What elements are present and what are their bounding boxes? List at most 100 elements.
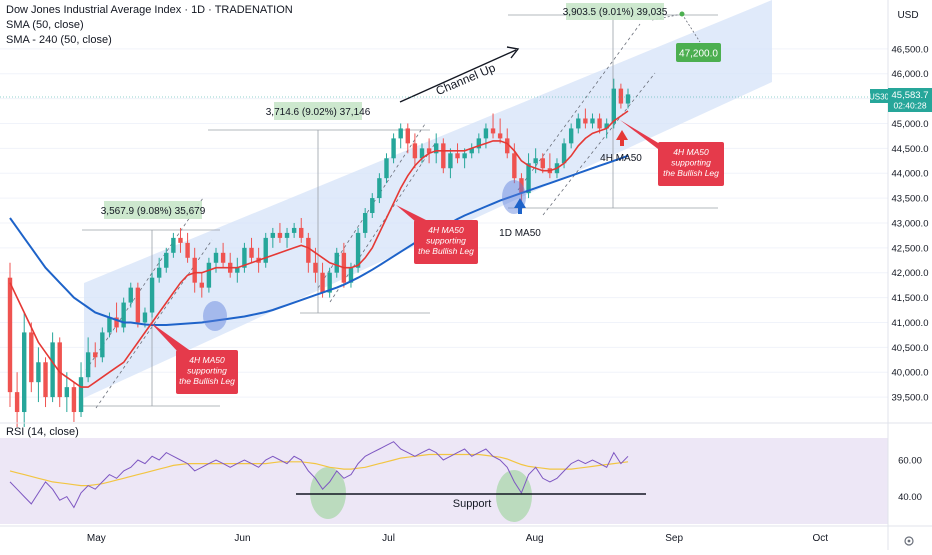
candle-body [22, 332, 27, 413]
price-tick-label: 42,000.0 [892, 268, 929, 279]
candle-body [597, 118, 602, 129]
fib-label-box [274, 102, 362, 120]
price-tick-label: 39,500.0 [892, 393, 929, 404]
candle-body [497, 133, 503, 139]
time-tick-label: Jul [382, 533, 395, 544]
gridlines [0, 48, 888, 398]
candle-body [178, 237, 183, 243]
candle-body [590, 118, 595, 124]
price-tick-label: 40,500.0 [892, 343, 929, 354]
candle-body [611, 88, 616, 124]
candle-body [540, 158, 545, 169]
up-arrow-red-icon [616, 130, 628, 146]
time-tick-label: May [87, 533, 106, 544]
sma-240-legend[interactable]: SMA - 240 (50, close) [6, 34, 112, 46]
price-tick-label: 44,000.0 [892, 169, 929, 180]
candle-body [512, 153, 517, 179]
candle-body [93, 352, 98, 358]
time-tick-label: Sep [665, 533, 683, 544]
candle-body [362, 213, 368, 233]
rsi-pane-bg [0, 438, 888, 524]
candle-body [583, 118, 588, 124]
gear-icon[interactable] [904, 536, 914, 546]
candle-body [604, 123, 609, 129]
target-label: 47,200.0 [679, 49, 718, 60]
candle-body [441, 143, 446, 169]
candle-body [29, 332, 34, 383]
candle-body [561, 143, 567, 164]
fib-label-box [104, 201, 202, 219]
candle-body [299, 227, 304, 238]
sma-50-legend[interactable]: SMA (50, close) [6, 19, 84, 31]
candle-body [412, 143, 418, 159]
fib-label-box [566, 3, 664, 20]
candle-body [426, 148, 432, 154]
candle-body [121, 302, 126, 328]
candle-body [476, 138, 482, 149]
candle-body [334, 252, 339, 273]
candle-body [135, 287, 141, 323]
candle-body [142, 312, 148, 323]
candle-body [576, 118, 581, 129]
candle-body [391, 138, 396, 159]
candle-body [107, 317, 112, 333]
callout-1: 4H MA50 supporting the Bullish Leg [150, 322, 238, 394]
candle-body [284, 232, 290, 238]
candle-body [171, 237, 176, 253]
ma-touch-circle [502, 180, 526, 214]
time-axis[interactable]: May Jun Jul Aug Sep Oct [87, 533, 828, 544]
rsi-axis[interactable]: 60.00 40.00 [898, 455, 922, 503]
candle-body [320, 272, 325, 293]
fib-label-1: 3,567.9 (9.08%) 35,679 [101, 206, 206, 217]
candle-body [398, 128, 403, 139]
candle-body [199, 282, 204, 288]
sma-50-line [9, 110, 629, 388]
candle-body [270, 232, 276, 238]
candle-body [625, 94, 631, 104]
price-tick-label: 42,500.0 [892, 243, 929, 254]
channel-up-band [84, 0, 772, 398]
candle-body [348, 267, 354, 283]
price-tick-label: 41,000.0 [892, 318, 929, 329]
channel-up-arrow [399, 46, 520, 103]
candle-body [291, 227, 297, 233]
candle-body [313, 262, 318, 273]
candle-body [277, 232, 283, 238]
rsi-legend[interactable]: RSI (14, close) [6, 426, 79, 438]
candle-body [43, 362, 48, 398]
price-tick-label: 46,000.0 [892, 69, 929, 80]
candle-body [242, 247, 247, 268]
rsi-line [9, 441, 629, 509]
currency-label[interactable]: USD [897, 10, 918, 21]
candle-body [156, 267, 162, 278]
price-tick-label: 41,500.0 [892, 293, 929, 304]
candle-body [455, 153, 460, 159]
candle-body [462, 153, 467, 159]
price-tick-label: 46,500.0 [892, 44, 929, 55]
time-tick-label: Jun [234, 533, 250, 544]
rsi-tick-label: 40.00 [898, 492, 922, 503]
candle-body [57, 342, 62, 398]
callout-text-1: 4H MA50 supporting the Bullish Leg [179, 355, 235, 386]
candle-body [419, 148, 425, 159]
target-connector [681, 13, 701, 43]
candles-group [7, 78, 631, 427]
candle-body [469, 148, 474, 154]
candle-body [36, 362, 41, 383]
time-tick-label: Aug [526, 533, 544, 544]
candle-body [220, 252, 226, 263]
ma-label-1d: 1D MA50 [499, 228, 541, 239]
fib-label-2: 3,714.6 (9.02%) 37,146 [266, 107, 371, 118]
candle-body [490, 128, 496, 134]
sma-240-line [9, 154, 629, 326]
callout-2: 4H MA50 supporting the Bullish Leg [396, 205, 478, 264]
callout-3: 4H MA50 supporting the Bullish Leg [620, 120, 724, 186]
candle-body [164, 252, 169, 268]
candle-body [483, 128, 489, 139]
candle-body [128, 287, 133, 303]
candle-body [526, 163, 531, 194]
candle-body [78, 377, 84, 413]
rsi-support-label: Support [453, 498, 492, 510]
